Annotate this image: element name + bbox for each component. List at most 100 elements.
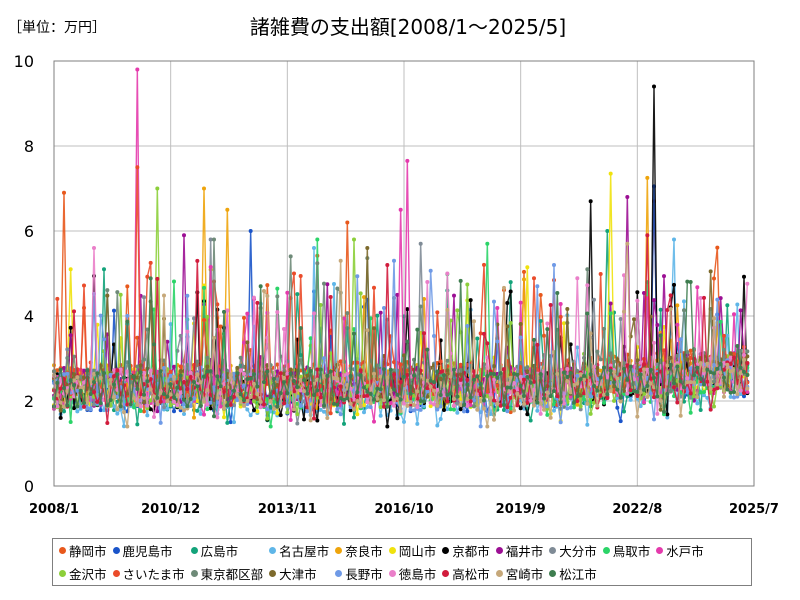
data-point (588, 199, 593, 204)
data-point (625, 377, 630, 382)
data-point (162, 399, 166, 404)
data-point (692, 373, 696, 378)
data-point (608, 363, 613, 368)
data-point (458, 377, 463, 382)
data-point (162, 392, 166, 397)
data-point (172, 399, 176, 404)
data-point (122, 375, 126, 380)
data-point (285, 371, 290, 376)
data-point (148, 407, 153, 412)
data-point (115, 290, 120, 295)
data-point (412, 408, 416, 413)
data-point (172, 364, 176, 369)
data-point (558, 400, 563, 405)
data-point (362, 295, 366, 300)
y-tick-label: 4 (24, 307, 34, 326)
data-point (435, 360, 440, 365)
data-point (318, 403, 323, 408)
data-point (445, 307, 450, 312)
data-point (208, 369, 213, 374)
data-point (638, 368, 643, 373)
data-point (648, 367, 653, 372)
data-point (92, 390, 96, 395)
data-point (282, 327, 286, 332)
data-point (722, 394, 726, 399)
data-point (638, 372, 643, 377)
data-point (518, 383, 523, 388)
data-point (205, 407, 210, 412)
data-point (142, 392, 146, 397)
data-point (738, 308, 743, 313)
data-point (725, 303, 730, 308)
data-point (668, 306, 673, 311)
data-point (422, 399, 426, 404)
data-point (572, 405, 576, 410)
data-point (415, 327, 420, 332)
data-point (548, 303, 553, 308)
data-point (745, 354, 750, 359)
data-point (242, 383, 246, 388)
data-point (162, 365, 166, 370)
data-point (328, 396, 333, 401)
data-point (505, 409, 510, 414)
data-point (562, 370, 566, 375)
data-point (98, 408, 103, 413)
data-point (615, 395, 620, 400)
data-point (608, 301, 613, 306)
data-point (652, 84, 656, 89)
data-point (508, 406, 513, 411)
data-point (742, 357, 746, 362)
data-point (432, 380, 436, 385)
data-point (182, 379, 186, 384)
data-point (338, 396, 343, 401)
data-point (548, 415, 553, 420)
data-point (708, 386, 713, 391)
data-point (635, 290, 640, 295)
data-point (102, 371, 106, 376)
data-point (488, 411, 493, 416)
data-point (418, 407, 423, 412)
data-point (135, 422, 140, 427)
data-point (62, 190, 66, 195)
data-point (582, 391, 586, 396)
data-point (698, 296, 703, 300)
data-point (575, 394, 580, 399)
data-point (145, 379, 150, 384)
data-point (565, 379, 570, 384)
data-point (565, 367, 570, 372)
data-point (552, 389, 556, 394)
data-point (605, 392, 610, 397)
data-point (242, 403, 246, 408)
data-point (75, 388, 80, 393)
legend-item: 京都市 (442, 541, 490, 560)
data-point (712, 404, 716, 409)
data-point (495, 383, 500, 388)
data-point (698, 382, 703, 387)
data-point (562, 321, 566, 326)
legend-marker-icon (495, 570, 503, 577)
data-point (218, 384, 223, 389)
legend-label: 金沢市 (69, 567, 107, 582)
data-point (405, 403, 410, 408)
data-point (652, 298, 656, 303)
data-point (98, 375, 103, 380)
data-point (318, 303, 323, 308)
data-point (632, 317, 636, 322)
data-point (635, 393, 640, 398)
data-point (268, 424, 273, 429)
data-point (698, 408, 703, 413)
data-point (638, 390, 643, 395)
data-point (185, 362, 190, 367)
data-point (275, 310, 280, 315)
data-point (58, 400, 63, 405)
data-point (415, 389, 420, 394)
data-point (82, 404, 86, 409)
data-point (58, 415, 63, 420)
data-point (678, 379, 683, 384)
data-point (378, 394, 383, 399)
data-point (255, 404, 260, 409)
data-point (602, 365, 606, 370)
data-point (388, 401, 393, 406)
data-point (572, 400, 576, 405)
data-point (408, 391, 413, 396)
